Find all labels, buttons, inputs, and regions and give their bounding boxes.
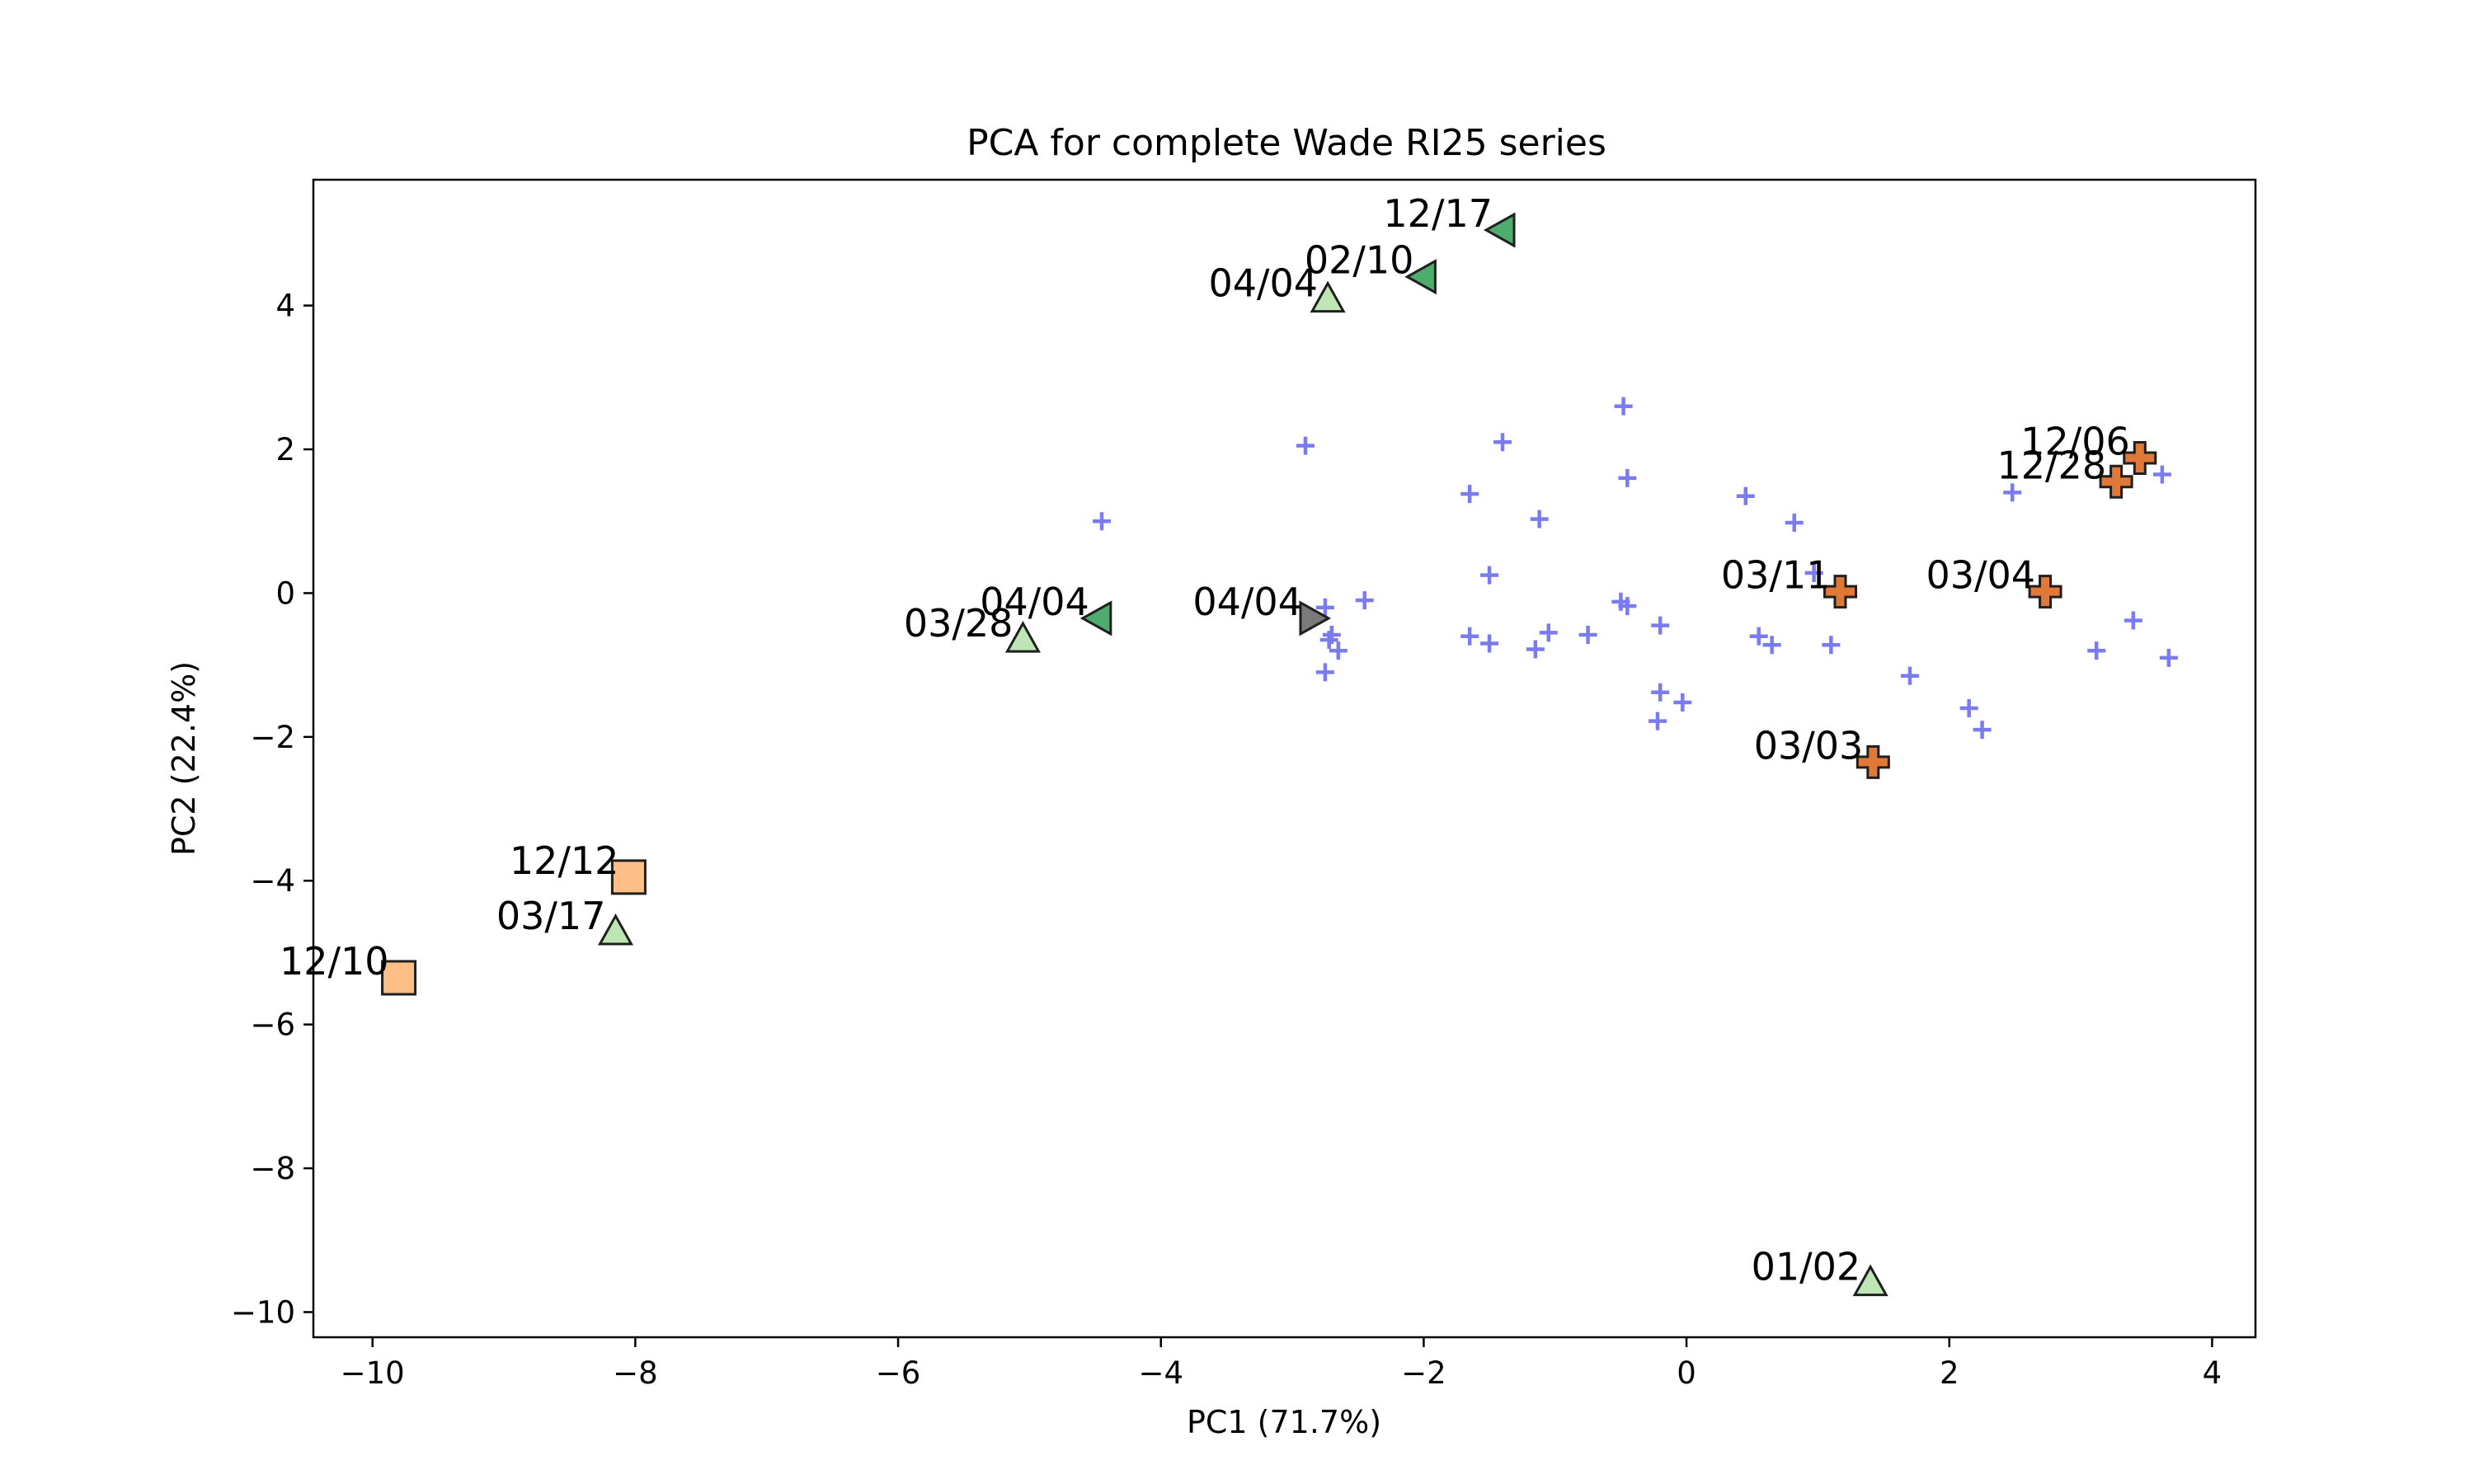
chart-title: PCA for complete Wade RI25 series: [967, 122, 1606, 164]
background-point: [1460, 485, 1479, 504]
point-label: 12/06: [2020, 419, 2130, 463]
x-tick-label: −2: [1401, 1355, 1446, 1391]
plot-area-frame: [312, 178, 2257, 1339]
background-point: [1493, 433, 1512, 452]
background-point: [1480, 634, 1499, 653]
point-marker-02-10: [1404, 259, 1437, 295]
background-point: [1539, 623, 1558, 642]
point-label: 03/28: [904, 601, 1014, 646]
x-tick-label: −10: [341, 1355, 405, 1391]
background-point: [1651, 683, 1670, 702]
x-tick-label: 4: [2203, 1355, 2222, 1391]
point-marker-03-11: [1823, 575, 1857, 609]
point-label: 03/11: [1721, 553, 1831, 598]
point-label: 03/17: [496, 894, 606, 938]
y-tick-label: −4: [250, 863, 295, 899]
background-point: [1578, 626, 1597, 645]
y-tick-label: 0: [275, 575, 295, 611]
x-tick-label: −8: [613, 1355, 658, 1391]
x-tick-label: 0: [1677, 1355, 1696, 1391]
x-axis-ticks: −10 −8 −6 −4 −2 0 2 4: [341, 1337, 2222, 1391]
background-point: [1749, 627, 1768, 646]
background-point: [1315, 598, 1334, 617]
background-point: [1651, 616, 1670, 635]
background-point: [1614, 397, 1633, 416]
background-point: [1480, 566, 1499, 585]
background-point: [1804, 564, 1823, 583]
background-point: [1736, 486, 1755, 505]
y-tick-label: −10: [231, 1294, 295, 1330]
point-marker-04-04: [1079, 600, 1112, 636]
point-marker-04-04: [1310, 280, 1346, 313]
point-marker-03-03: [1856, 744, 1890, 779]
point-label: 12/12: [510, 838, 619, 883]
point-marker-03-04: [2028, 575, 2062, 609]
point-marker-04-04: [1299, 600, 1332, 636]
background-point: [1315, 663, 1334, 682]
point-label: 04/04: [980, 580, 1089, 624]
point-label: 03/03: [1754, 723, 1864, 768]
point-marker-03-28: [1004, 621, 1041, 653]
background-point: [1329, 641, 1348, 660]
background-point: [2087, 641, 2106, 660]
y-tick-label: 4: [275, 289, 295, 324]
background-point: [2124, 611, 2142, 630]
point-label: 03/04: [1926, 553, 2035, 598]
background-point: [1673, 693, 1692, 711]
background-point: [1618, 468, 1637, 487]
y-tick-label: −8: [250, 1151, 295, 1186]
point-marker-12-06: [2123, 440, 2157, 475]
background-points-layer: [1093, 397, 2178, 740]
y-tick-label: −2: [250, 720, 295, 755]
background-point: [2152, 465, 2171, 484]
background-point: [1530, 510, 1549, 528]
background-point: [2159, 648, 2178, 667]
background-point: [2003, 483, 2022, 502]
background-point: [1649, 711, 1667, 730]
x-tick-label: −6: [876, 1355, 921, 1391]
background-point: [1319, 631, 1338, 650]
background-point: [1526, 640, 1545, 659]
x-axis-label: PC1 (71.7%): [1187, 1404, 1381, 1440]
point-marker-12-28: [2099, 464, 2133, 499]
background-point: [1296, 436, 1315, 455]
background-point: [1822, 636, 1841, 655]
y-axis-ticks: −10 −8 −6 −4 −2 0 2 4: [231, 289, 313, 1330]
point-label: 12/10: [280, 939, 389, 984]
point-label: 12/17: [1383, 191, 1493, 236]
point-marker-12-17: [1483, 212, 1516, 248]
background-point: [1460, 627, 1479, 646]
background-point: [1973, 721, 1992, 740]
point-marker-12-12: [610, 859, 647, 895]
y-tick-label: −6: [250, 1007, 295, 1043]
background-point: [1785, 513, 1804, 532]
background-point: [1093, 512, 1112, 531]
highlighted-points-layer: [381, 212, 2157, 1297]
background-point: [1611, 592, 1630, 611]
background-point: [1762, 636, 1781, 655]
x-tick-label: −4: [1138, 1355, 1183, 1391]
point-label: 12/28: [1997, 443, 2107, 487]
point-marker-01-02: [1852, 1264, 1888, 1297]
background-point: [1900, 666, 1919, 685]
background-point: [1355, 591, 1374, 610]
point-label: 04/04: [1192, 580, 1302, 624]
y-tick-label: 2: [275, 432, 295, 467]
point-marker-12-10: [381, 960, 417, 996]
y-axis-label: PC2 (22.4%): [166, 661, 202, 856]
point-label: 02/10: [1305, 238, 1414, 283]
point-label: 01/02: [1752, 1245, 1861, 1289]
point-marker-03-17: [597, 913, 634, 946]
x-tick-label: 2: [1940, 1355, 1959, 1391]
background-point: [1959, 698, 1978, 717]
point-label: 04/04: [1209, 261, 1319, 306]
